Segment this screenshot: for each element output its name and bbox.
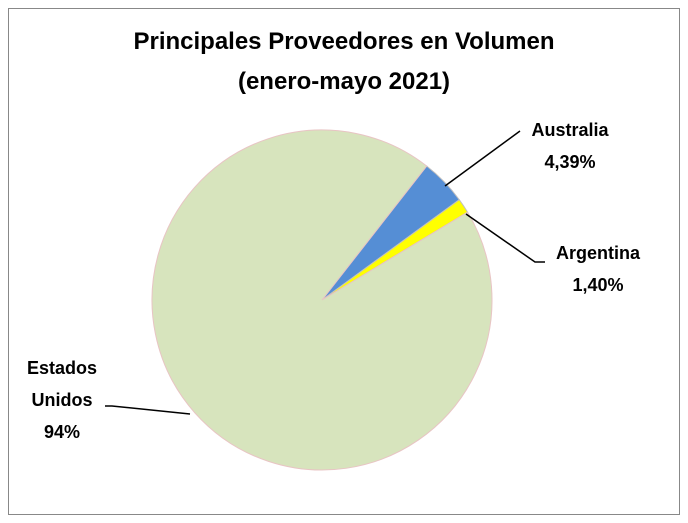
- chart-subtitle: (enero-mayo 2021): [237, 68, 451, 95]
- leader-line: [105, 405, 191, 415]
- chart-title: Principales Proveedores en Volumen: [133, 28, 555, 55]
- category-label: Estados Unidos: [26, 358, 98, 410]
- slices: [151, 129, 493, 471]
- slice-label: Argentina 1,40%: [543, 237, 653, 301]
- leader-line: [465, 213, 545, 263]
- category-label: Australia: [531, 120, 609, 140]
- value-label: 4,39%: [544, 152, 596, 172]
- leader-line: [444, 130, 521, 187]
- value-label: 94%: [43, 422, 81, 442]
- pie-slice: [151, 129, 493, 471]
- value-label: 1,40%: [572, 275, 624, 295]
- slice-label: Estados Unidos 94%: [17, 352, 107, 448]
- category-label: Argentina: [555, 243, 640, 263]
- slice-label: Australia 4,39%: [515, 114, 625, 178]
